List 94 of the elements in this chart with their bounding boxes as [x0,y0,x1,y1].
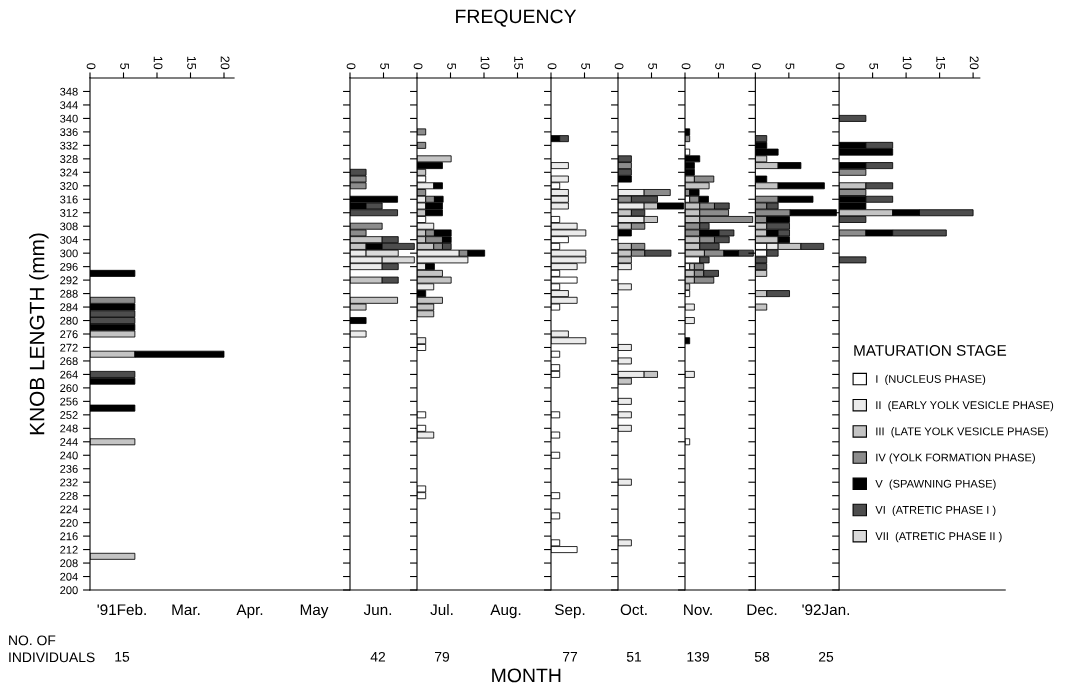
x-tick-label: 10 [153,56,163,70]
x-tick-label: 20 [969,56,979,70]
y-tick-label: 320 [60,182,78,190]
legend-title: MATURATION STAGE [854,345,1007,356]
y-tick-label: 276 [60,330,78,339]
y-tick-label: 216 [60,532,78,541]
x-tick-label: 10 [480,56,490,70]
y-tick-label: 260 [60,384,78,393]
x-tick-label: 15 [936,56,945,70]
data-label: 58 [754,651,770,662]
y-tick-label: 328 [60,155,78,163]
category-label: Aug. [490,604,521,619]
y-tick-label: 348 [60,87,78,96]
category-label: Mar. [172,604,200,616]
x-tick-label: 0 [413,63,423,70]
category-label: Oct. [620,604,647,616]
y-axis-title: KNOB LENGTH (mm) [29,233,49,435]
category-label: Apr. [236,604,263,619]
x-tick-label: 5 [380,63,389,70]
category-label: '92Jan. [802,604,849,616]
x-tick-label: 15 [514,56,523,70]
legend-label: IV (YOLK FORMATION PHASE) [876,453,1035,464]
y-tick-label: 232 [60,478,78,487]
category-label: Dec. [747,604,777,616]
x-tick-label: 0 [547,63,557,70]
y-tick-label: 240 [60,451,78,460]
y-tick-label: 312 [60,209,78,217]
y-tick-label: 324 [60,168,78,177]
category-label: May [300,604,329,619]
legend-label: V (SPAWNING PHASE) [875,479,996,490]
x-tick-label: 5 [120,63,129,70]
y-tick-label: 204 [60,572,78,581]
legend-label: II (EARLY YOLK VESICLE PHASE) [876,400,1054,412]
x-axis-title: FREQUENCY [456,9,577,27]
y-tick-label: 248 [60,424,78,433]
data-label: 42 [370,651,386,662]
y-tick-label: 316 [60,195,78,204]
x-tick-label: 0 [751,63,761,70]
legend-label: III (LATE YOLK VESICLE PHASE) [876,427,1048,438]
legend-label: VI (ATRETIC PHASE I ) [875,505,996,517]
x-tick-label: 5 [447,63,456,70]
y-tick-label: 336 [60,128,78,137]
legend-label: VII (ATRETIC PHASE II ) [875,531,1002,543]
y-tick-label: 308 [60,222,78,231]
x-tick-label: 5 [785,63,795,70]
y-tick-label: 208 [60,559,78,568]
y-tick-label: 284 [60,303,78,312]
x-tick-label: 0 [835,63,845,70]
y-tick-label: 344 [60,101,78,110]
y-tick-label: 288 [60,289,78,298]
y-tick-label: 228 [60,491,78,500]
y-tick-label: 236 [60,465,78,473]
y-tick-label: 264 [60,370,78,379]
y-tick-label: 252 [60,411,78,419]
x-tick-label: 5 [715,63,724,70]
x-tick-label: 0 [681,63,691,70]
y-tick-label: 296 [60,262,78,271]
data-label: 79 [434,651,450,662]
category-label: Jun. [363,604,392,616]
legend-label: I (NUCLEUS PHASE) [876,374,986,386]
x-tick-label: 10 [902,56,912,70]
y-tick-label: 292 [60,276,78,285]
y-tick-label: 200 [60,586,78,595]
y-tick-label: 304 [60,235,78,244]
y-tick-label: 332 [60,141,78,150]
y-tick-label: 224 [60,505,78,514]
x-tick-label: 0 [86,63,96,70]
category-label: Sep. [554,604,585,619]
y-tick-label: 268 [60,357,78,366]
y-tick-label: 300 [60,249,78,258]
data-label: 139 [687,651,709,662]
x-tick-label: 5 [648,63,657,70]
data-label: 51 [626,652,642,662]
category-label: Jul. [430,603,453,616]
x-tick-label: 0 [346,63,356,70]
y-tick-label: 256 [60,397,78,406]
x-tick-label: 20 [220,56,230,70]
data-label: 25 [818,651,834,662]
y-tick-label: 244 [60,438,78,446]
x-tick-label: 15 [187,56,196,70]
y-tick-label: 220 [60,518,78,527]
x-tick-label: 5 [869,63,878,70]
y-tick-label: 272 [60,343,78,352]
y-tick-label: 340 [60,114,78,123]
text: NO. OF INDIVIDUALS [9,635,95,663]
x-tick-label: 5 [581,63,590,70]
y-tick-label: 280 [60,316,78,325]
data-label: 15 [115,652,130,662]
category-label: '91Feb. [97,603,146,616]
x-tick-label: 0 [614,63,624,70]
text: MONTH [492,668,561,683]
y-tick-label: 212 [60,545,78,554]
category-label: Nov. [684,604,712,616]
data-label: 77 [562,652,578,662]
